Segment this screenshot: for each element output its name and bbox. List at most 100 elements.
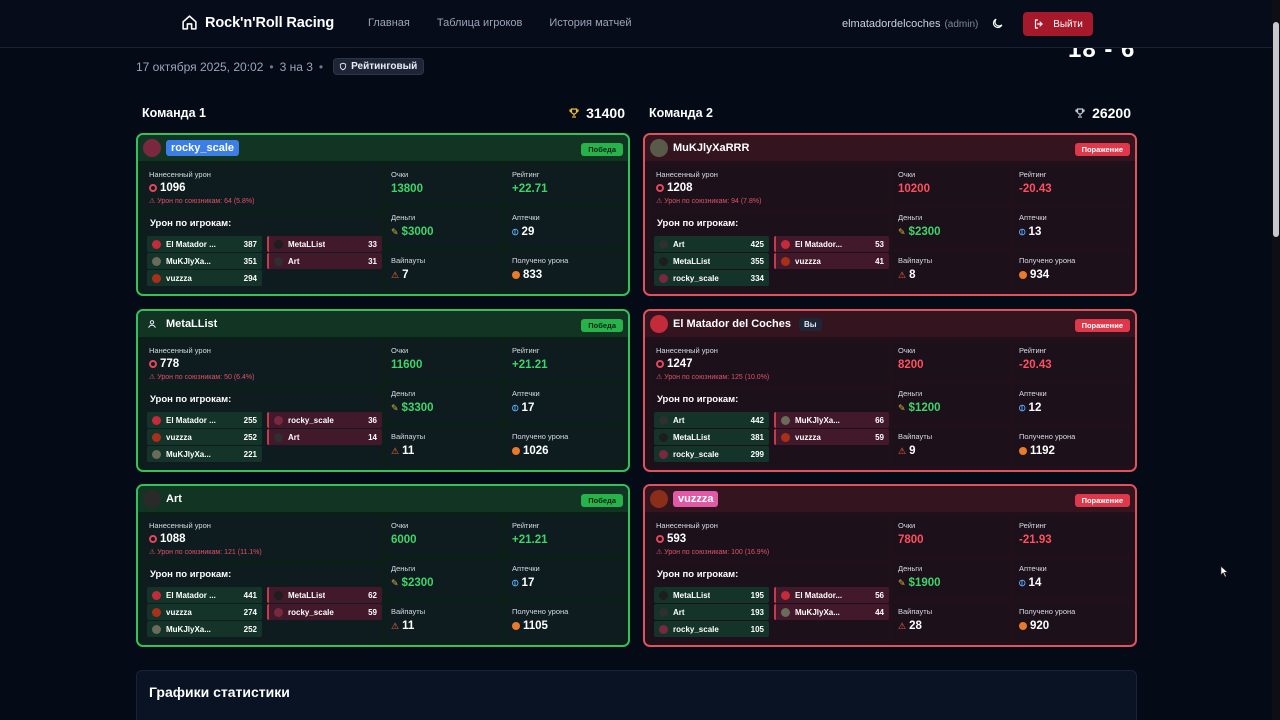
result-badge: Поражение: [1074, 494, 1130, 507]
ally-damage-list: El Matador... 56 MuKJlyXa... 44: [774, 587, 889, 621]
wipeout-icon: ⚠: [898, 445, 907, 456]
stat-money: Деньги ✎ $1200: [893, 385, 1009, 423]
main-nav: Главная Таблица игроков История матчей: [368, 17, 659, 29]
friendly-fire-text: Урон по союзникам: 121 (11.1%): [157, 549, 262, 556]
stat-wipeouts: Вайпауты ⚠ 8: [893, 252, 1009, 290]
damage-to-enemy-row: MuKJlyXa... 221: [147, 446, 262, 462]
stat-money: Деньги ✎ $3300: [386, 385, 502, 423]
scrollbar-thumb[interactable]: [1273, 22, 1279, 237]
stat-label: Деньги: [898, 564, 923, 573]
player-card-header: MetaLList Победа: [138, 311, 628, 337]
target-icon: [149, 360, 157, 368]
team-points: 31400: [586, 105, 625, 121]
damage-to-ally-row: MetaLList 62: [267, 587, 382, 603]
player-avatar: [152, 415, 161, 425]
stat-money: Деньги ✎ $2300: [893, 209, 1009, 247]
damage-value: 294: [243, 273, 257, 283]
player-avatar: [152, 607, 161, 617]
stat-medkits: Аптечки ⦶ 29: [507, 209, 623, 247]
stat-label: Очки: [898, 521, 916, 530]
stat-value: $2300: [401, 577, 434, 589]
damage-dealt-box: Нанесенный урон 1247 ⚠ Урон по союзникам…: [650, 342, 889, 385]
player-name[interactable]: Art: [166, 493, 182, 505]
damage-value: 425: [750, 239, 764, 249]
result-badge: Победа: [581, 319, 623, 332]
rated-badge: Рейтинговый: [333, 58, 425, 75]
username: elmatadordelcoches: [842, 18, 941, 30]
user-role: (admin): [944, 19, 979, 30]
damage-label: Нанесенный урон: [656, 170, 718, 179]
damage-value: 778: [160, 358, 180, 370]
stat-label: Очки: [898, 170, 916, 179]
damage-by-players-title: Урон по игрокам:: [150, 394, 232, 405]
player-name: MetaLList: [673, 256, 711, 266]
player-card[interactable]: vuzzza Поражение Нанесенный урон 593 ⚠ У…: [643, 484, 1137, 647]
stat-label: Вайпауты: [391, 432, 426, 441]
stat-value: 1192: [1030, 445, 1055, 457]
stat-medkits: Аптечки ⦶ 12: [1014, 385, 1130, 423]
player-card[interactable]: rocky_scale Победа Нанесенный урон 1096 …: [136, 133, 630, 296]
ally-damage-list: MuKJlyXa... 66 vuzzza 59: [774, 412, 889, 446]
logout-button[interactable]: Выйти: [1023, 12, 1093, 36]
stat-value: 6000: [391, 534, 417, 546]
player-avatar: [659, 607, 668, 617]
theme-toggle[interactable]: [991, 17, 1004, 35]
player-card-header: rocky_scale Победа: [138, 135, 628, 161]
trophy-icon: [1075, 108, 1085, 118]
player-avatar: [781, 239, 790, 249]
player-avatar: [274, 239, 283, 249]
player-card[interactable]: El Matador del Coches Вы Поражение Нанес…: [643, 309, 1137, 472]
player-name[interactable]: MuKJlyXaRRR: [673, 142, 750, 154]
player-card[interactable]: MetaLList Победа Нанесенный урон 778 ⚠ У…: [136, 309, 630, 472]
stat-label: Деньги: [391, 213, 416, 222]
nav-match-history[interactable]: История матчей: [549, 17, 632, 29]
damage-by-players-title: Урон по игрокам:: [150, 569, 232, 580]
damage-value: 593: [667, 533, 687, 545]
damage-by-players-title: Урон по игрокам:: [657, 569, 739, 580]
player-avatar: [659, 415, 668, 425]
damage-to-enemy-row: MuKJlyXa... 351: [147, 253, 262, 269]
player-card[interactable]: MuKJlyXaRRR Поражение Нанесенный урон 12…: [643, 133, 1137, 296]
player-name: vuzzza: [795, 432, 821, 442]
stat-points: Очки 13800: [386, 166, 502, 204]
damage-value: 274: [243, 607, 257, 617]
player-avatar: [781, 415, 790, 425]
warning-icon: ⚠: [656, 198, 663, 205]
player-avatar: [274, 432, 283, 442]
stat-value: 17: [521, 402, 535, 414]
player-name[interactable]: El Matador del Coches: [673, 318, 791, 330]
nav-home[interactable]: Главная: [368, 17, 410, 29]
money-icon: ✎: [391, 577, 399, 588]
player-avatar: [152, 273, 161, 283]
brand[interactable]: Rock'n'Roll Racing: [181, 14, 334, 31]
stat-value: 1026: [523, 445, 549, 457]
player-name[interactable]: vuzzza: [673, 491, 719, 507]
player-avatar: [659, 590, 668, 600]
stat-value: +21.21: [512, 534, 548, 546]
player-name[interactable]: rocky_scale: [166, 140, 239, 156]
stat-label: Очки: [391, 521, 409, 530]
damage-value: 59: [875, 432, 884, 442]
player-name[interactable]: MetaLList: [166, 318, 218, 330]
user-info[interactable]: elmatadordelcoches (admin): [842, 18, 978, 30]
damage-to-ally-row: El Matador... 56: [774, 587, 889, 603]
stat-label: Деньги: [391, 564, 416, 573]
damage-value: 56: [875, 590, 884, 600]
damage-to-ally-row: El Matador... 53: [774, 236, 889, 252]
damage-to-ally-row: rocky_scale 36: [267, 412, 382, 428]
player-card[interactable]: Art Победа Нанесенный урон 1088 ⚠ Урон п…: [136, 484, 630, 647]
nav-leaderboard[interactable]: Таблица игроков: [436, 17, 523, 29]
target-icon: [149, 535, 157, 543]
player-name: Art: [673, 607, 685, 617]
target-icon: [656, 535, 664, 543]
stat-money: Деньги ✎ $2300: [386, 560, 502, 598]
player-card-header: Art Победа: [138, 486, 628, 512]
friendly-fire-text: Урон по союзникам: 64 (5.8%): [157, 198, 255, 205]
damage-to-enemy-row: rocky_scale 334: [654, 270, 769, 286]
player-avatar: [659, 239, 668, 249]
player-avatar: [274, 415, 283, 425]
scrollbar-track[interactable]: [1272, 0, 1280, 720]
damage-to-ally-row: MuKJlyXa... 66: [774, 412, 889, 428]
damage-by-players-box: Урон по игрокам: El Matador ... 387 MuKJly…: [143, 214, 382, 292]
player-name: rocky_scale: [673, 449, 719, 459]
